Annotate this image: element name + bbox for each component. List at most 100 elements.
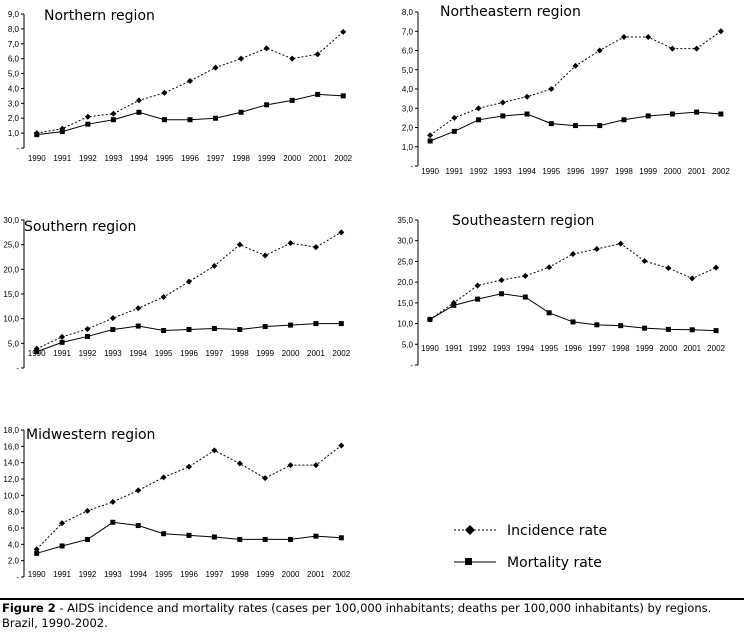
x-tick-label: 1994 (129, 570, 147, 579)
x-tick-label: 1993 (493, 344, 511, 353)
y-tick-label: 20,0 (397, 278, 413, 287)
incidence-point (312, 462, 319, 469)
mortality-point (475, 296, 481, 302)
x-tick-label: 1997 (588, 344, 606, 353)
chart-title: Northeastern region (440, 4, 581, 20)
mortality-point (340, 93, 346, 99)
incidence-point (59, 520, 66, 527)
northern-region-chart: - 1,0 2,0 3,0 4,0 5,0 6,0 7,0 8,0 9,0 1990 1991 1992… (4, 6, 364, 166)
incidence-point (236, 460, 243, 467)
incidence-point (160, 293, 167, 300)
y-tick-label: 25,0 (397, 257, 413, 266)
incidence-point (617, 240, 624, 247)
mortality-point (500, 113, 506, 119)
mortality-point (427, 138, 433, 144)
mortality-point (211, 534, 217, 540)
mortality-point (161, 328, 167, 334)
mortality-point (621, 117, 627, 123)
x-tick-label: 1990 (28, 570, 46, 579)
x-tick-label: 1999 (258, 154, 276, 163)
y-tick-label: 4,0 (402, 85, 414, 94)
incidence-point (596, 47, 603, 54)
incidence-point (475, 105, 482, 112)
incidence-point (262, 475, 269, 482)
incidence-point (572, 62, 579, 69)
mortality-point (34, 349, 40, 355)
mortality-point (110, 117, 116, 123)
mortality-point (476, 117, 482, 123)
x-tick-label: 1997 (591, 167, 609, 176)
chart-svg: - 2,0 4,0 6,0 8,0 10,0 12,0 14,0 16,0 18,0 1990 199… (3, 426, 350, 582)
incidence-point (135, 487, 142, 494)
incidence-point (135, 97, 142, 104)
x-tick-label: 2000 (282, 570, 300, 579)
incidence-point (693, 45, 700, 52)
mortality-point (546, 310, 552, 316)
incidence-point (522, 272, 529, 279)
chart-svg: -5,010,015,020,025,030,01990199119921993… (3, 216, 350, 373)
mortality-point (288, 322, 294, 328)
mortality-point (238, 109, 244, 115)
mortality-point (597, 123, 603, 129)
mortality-point (288, 536, 294, 542)
y-tick-label: 14,0 (3, 459, 19, 468)
mortality-point (187, 117, 193, 123)
mortality-point (59, 339, 65, 345)
mortality-point (161, 531, 167, 537)
chart-svg: - 5,0 10,0 15,0 20,0 25,0 30,0 35,0 1990 1991 1992… (397, 213, 725, 370)
incidence-point (474, 282, 481, 289)
mortality-point (522, 294, 528, 300)
y-tick-label: 6,0 (8, 524, 20, 533)
incidence-point (713, 264, 720, 271)
mortality-point (451, 302, 457, 308)
y-tick-label: 15,0 (3, 290, 19, 299)
y-tick-label: 5,0 (8, 70, 20, 79)
incidence-point (84, 326, 91, 333)
x-tick-label: 1997 (205, 570, 223, 579)
mortality-point (315, 91, 321, 97)
incidence-point (314, 51, 321, 58)
legend-mortality: Mortality rate (454, 555, 602, 571)
x-tick-label: 1994 (129, 349, 147, 358)
y-tick-label: 1,0 (402, 143, 414, 152)
mortality-point (548, 121, 554, 127)
incidence-point (289, 55, 296, 62)
incidence-point (338, 442, 345, 449)
y-tick-label: 9,0 (8, 10, 20, 19)
mortality-point (237, 536, 243, 542)
x-tick-label: 1992 (79, 349, 97, 358)
mortality-point (262, 536, 268, 542)
x-tick-label: 1993 (104, 570, 122, 579)
mortality-point (694, 109, 700, 115)
x-tick-label: 1995 (542, 167, 560, 176)
incidence-point (641, 258, 648, 265)
x-tick-label: 1996 (180, 570, 198, 579)
mortality-point (645, 113, 651, 119)
x-tick-label: 1991 (53, 349, 71, 358)
y-tick-label: 20,0 (3, 265, 19, 274)
x-tick-label: 1992 (79, 154, 97, 163)
mortality-point (338, 535, 344, 541)
x-tick-label: 1996 (180, 349, 198, 358)
x-tick-label: 2002 (332, 349, 350, 358)
incidence-point (263, 45, 270, 52)
incidence-point (451, 114, 458, 121)
x-tick-label: 1999 (256, 570, 274, 579)
mortality-point (669, 111, 675, 117)
incidence-point (84, 113, 91, 120)
y-tick-label: - (410, 361, 413, 370)
x-tick-label: 1998 (612, 344, 630, 353)
midwestern-region-chart: - 2,0 4,0 6,0 8,0 10,0 12,0 14,0 16,0 18,0 1990 199… (3, 426, 364, 582)
y-tick-label: 1,0 (8, 129, 20, 138)
x-tick-label: 1997 (205, 349, 223, 358)
mortality-point (338, 321, 344, 327)
incidence-point (187, 78, 193, 84)
x-tick-label: 2000 (283, 154, 301, 163)
mortality-point (34, 132, 40, 138)
x-tick-label: 1997 (207, 154, 225, 163)
incidence-point (33, 546, 40, 553)
mortality-point (84, 536, 90, 542)
y-tick-label: 30,0 (3, 216, 19, 225)
x-tick-label: 1991 (53, 154, 71, 163)
incidence-point (546, 264, 553, 271)
